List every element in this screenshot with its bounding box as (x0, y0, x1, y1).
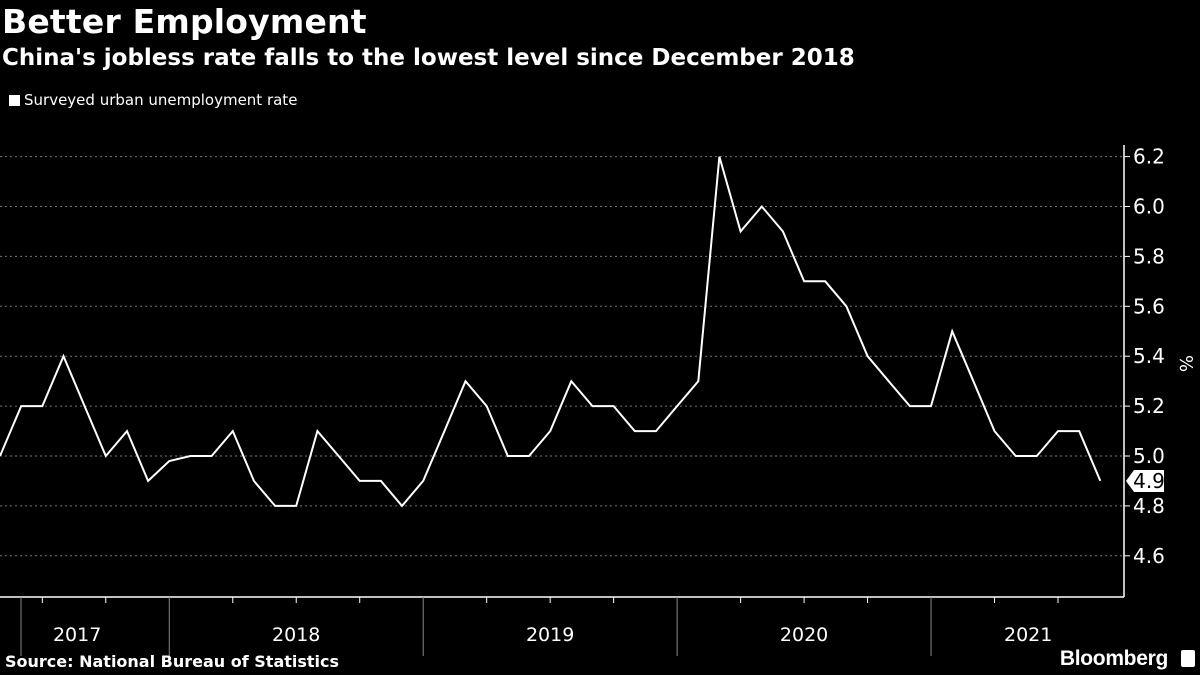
y-tick-label: 5.8 (1133, 244, 1165, 268)
chart-subtitle: China's jobless rate falls to the lowest… (2, 45, 855, 71)
last-value-label: 4.9 (1133, 469, 1165, 493)
x-tick-label: 2020 (780, 624, 828, 646)
x-tick-label: 2019 (526, 624, 574, 646)
y-tick-label: 5.0 (1133, 444, 1165, 468)
x-tick-label: 2018 (272, 624, 320, 646)
bloomberg-chart-icon (1181, 650, 1195, 667)
chart-title: Better Employment (2, 2, 367, 41)
bloomberg-logo: Bloomberg (1059, 647, 1168, 670)
y-tick-label: 5.6 (1133, 294, 1165, 318)
last-value-badge (1126, 469, 1164, 492)
y-axis-label: % (1175, 355, 1196, 372)
y-tick-label: 5.2 (1133, 394, 1165, 418)
y-tick-label: 5.4 (1133, 344, 1165, 368)
source-note: Source: National Bureau of Statistics (5, 652, 340, 671)
legend-label: Surveyed urban unemployment rate (24, 91, 298, 109)
legend: Surveyed urban unemployment rate (9, 91, 297, 109)
x-tick-label: 2021 (1004, 624, 1052, 646)
y-tick-label: 6.0 (1133, 195, 1165, 219)
x-tick-label: 2017 (53, 624, 101, 646)
y-tick-label: 6.2 (1133, 145, 1165, 169)
y-tick-label: 4.6 (1133, 544, 1165, 568)
series-line-surveyed-urban-unemployment-rate (0, 156, 1102, 508)
y-tick-label: 4.8 (1133, 494, 1165, 518)
legend-swatch (9, 94, 20, 106)
